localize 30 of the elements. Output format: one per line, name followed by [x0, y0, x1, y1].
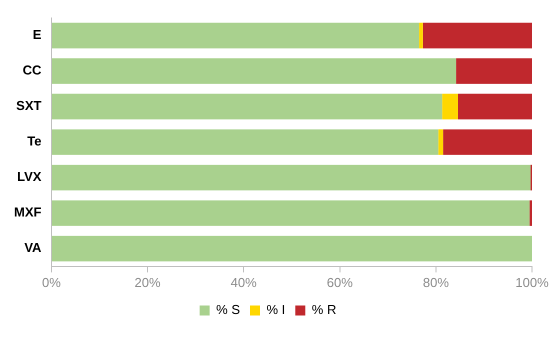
bar: [52, 94, 442, 120]
bar: [458, 94, 532, 120]
bar: [52, 164, 531, 190]
bar: [443, 129, 532, 155]
bar: [52, 22, 420, 48]
y-tick-label: CC: [22, 62, 42, 78]
y-tick-label: SXT: [16, 98, 42, 114]
bar: [456, 58, 532, 84]
legend-label: % R: [312, 302, 336, 318]
legend-label: % I: [266, 302, 286, 318]
y-tick-label: LVX: [17, 169, 42, 184]
bar: [442, 94, 458, 120]
bar: [419, 22, 423, 48]
bar: [52, 58, 456, 84]
x-tick-label: 60%: [326, 274, 354, 290]
bar: [52, 236, 532, 262]
y-tick-label: VA: [24, 240, 42, 256]
y-tick-label: MXF: [14, 204, 42, 220]
bar: [52, 129, 438, 155]
x-tick-label: 80%: [422, 274, 450, 290]
bar: [52, 200, 530, 226]
y-tick-label: E: [32, 27, 42, 42]
y-tick-label: Te: [27, 134, 42, 149]
x-tick-label: 20%: [134, 274, 161, 290]
x-tick-label: 40%: [230, 274, 258, 290]
bar: [438, 129, 444, 155]
x-tick-label: 100%: [515, 274, 550, 290]
bar: [422, 22, 532, 48]
legend-label: % S: [216, 302, 240, 318]
x-tick-label: 0%: [42, 274, 62, 290]
